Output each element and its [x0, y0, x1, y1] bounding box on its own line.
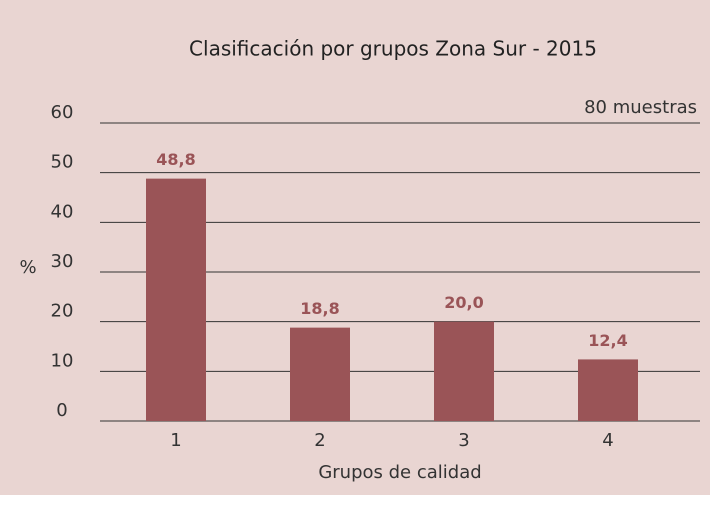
y-tick-label: 30 [51, 251, 74, 272]
bar [578, 359, 638, 421]
x-tick-label: 4 [602, 430, 613, 451]
data-label: 20,0 [444, 293, 483, 312]
annotation: 80 muestras [584, 97, 697, 118]
data-label: 18,8 [300, 299, 339, 318]
y-tick-label: 10 [51, 350, 74, 371]
data-label: 12,4 [588, 331, 627, 350]
y-tick-label: 40 [51, 201, 74, 222]
y-tick-label: 20 [51, 301, 74, 322]
y-tick-label: 60 [51, 102, 74, 123]
bar [434, 321, 494, 421]
y-tick-label: 0 [56, 400, 67, 421]
x-axis-label: Grupos de calidad [318, 462, 481, 483]
data-label: 48,8 [156, 150, 195, 169]
y-tick-label: 50 [51, 152, 74, 173]
x-tick-label: 3 [458, 430, 469, 451]
x-tick-label: 2 [314, 430, 325, 451]
x-tick-label: 1 [170, 430, 181, 451]
chart-title: Clasificación por grupos Zona Sur - 2015 [189, 37, 597, 61]
bar [290, 327, 350, 421]
y-axis-label: % [19, 257, 36, 278]
bar [146, 178, 206, 421]
